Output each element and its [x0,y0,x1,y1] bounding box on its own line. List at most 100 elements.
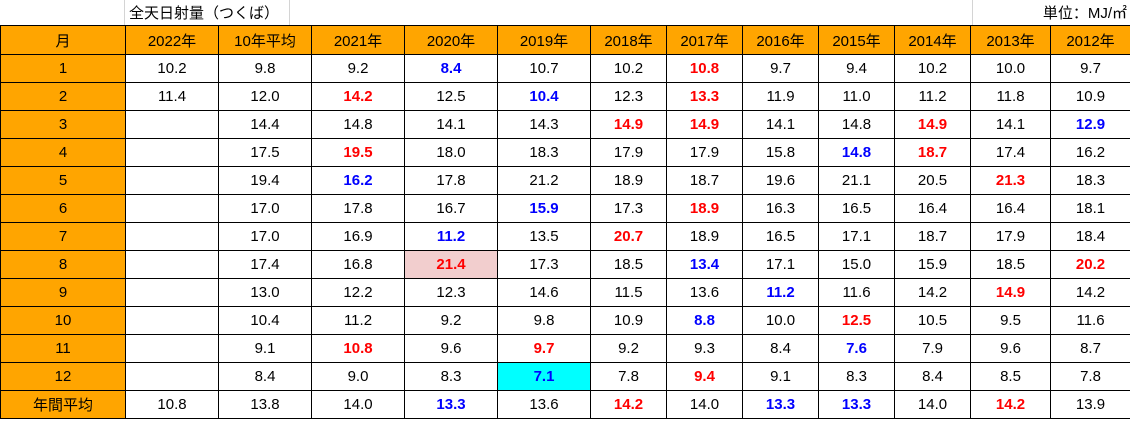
data-cell: 10.4 [218,306,312,335]
data-cell: 12.2 [311,278,405,307]
data-cell: 18.5 [970,250,1051,279]
data-cell: 10.9 [1050,82,1130,111]
data-cell: 20.7 [590,222,667,251]
column-header: 2013年 [970,25,1051,55]
radiation-table: 月 2022年 10年平均 2021年 2020年 2019年 2018年 2017年 2016… [0,25,1130,419]
data-cell: 12.5 [404,82,498,111]
data-cell: 16.4 [894,194,971,223]
data-cell: 13.3 [742,390,819,419]
data-cell: 8.3 [818,362,895,391]
table-title: 全天日射量（つくば） [125,0,290,25]
data-cell: 9.6 [970,334,1051,363]
data-cell: 13.0 [218,278,312,307]
table-row: 5 19.4 16.2 17.8 21.2 18.9 18.7 19.6 21.1 20.5 21.… [0,166,1130,195]
data-cell: 14.2 [590,390,667,419]
data-cell: 14.2 [311,82,405,111]
data-cell: 17.3 [497,250,591,279]
data-cell: 11.6 [818,278,895,307]
data-cell: 8.4 [404,54,498,83]
data-cell: 15.9 [497,194,591,223]
data-cell: 21.2 [497,166,591,195]
data-cell: 14.2 [1050,278,1130,307]
data-cell: 9.1 [218,334,312,363]
data-cell: 11.2 [404,222,498,251]
data-cell: 14.9 [666,110,743,139]
data-cell: 20.2 [1050,250,1130,279]
data-cell: 14.9 [894,110,971,139]
data-cell: 12.5 [818,306,895,335]
data-cell: 10.2 [590,54,667,83]
table-row: 7 17.0 16.9 11.2 13.5 20.7 18.9 16.5 17.1 18.7 17.… [0,222,1130,251]
row-label: 6 [0,194,126,223]
data-cell: 10.0 [742,306,819,335]
data-cell: 14.3 [497,110,591,139]
data-cell: 10.5 [894,306,971,335]
table-row: 6 17.0 17.8 16.7 15.9 17.3 18.9 16.3 16.5 16.4 16.… [0,194,1130,223]
data-cell: 14.6 [497,278,591,307]
column-header: 2021年 [311,25,405,55]
table-row: 8 17.4 16.8 21.4 17.3 18.5 13.4 17.1 15.0 15.9 18.… [0,250,1130,279]
data-cell [125,166,219,195]
table-row: 10 10.4 11.2 9.2 9.8 10.9 8.8 10.0 12.5 10.5 9.5 11… [0,306,1130,335]
data-cell: 15.0 [818,250,895,279]
table-row: 12 8.4 9.0 8.3 7.1 7.8 9.4 9.1 8.3 8.4 8.5 7.8 [0,362,1130,391]
row-label: 1 [0,54,126,83]
table-row: 11 9.1 10.8 9.6 9.7 9.2 9.3 8.4 7.6 7.9 9.6 8.7 [0,334,1130,363]
data-cell: 11.5 [590,278,667,307]
data-cell: 10.7 [497,54,591,83]
column-header: 2022年 [125,25,219,55]
data-cell: 19.4 [218,166,312,195]
data-cell: 20.5 [894,166,971,195]
data-cell: 14.1 [404,110,498,139]
data-cell: 16.5 [818,194,895,223]
column-header: 2015年 [818,25,895,55]
data-cell: 14.0 [311,390,405,419]
table-row: 2 11.4 12.0 14.2 12.5 10.4 12.3 13.3 11.9 11.0 11.… [0,82,1130,111]
column-header: 2014年 [894,25,971,55]
data-cell [125,138,219,167]
title-row-spacer [290,0,973,25]
row-label: 3 [0,110,126,139]
data-cell: 12.3 [590,82,667,111]
data-cell: 11.9 [742,82,819,111]
data-cell: 21.3 [970,166,1051,195]
column-header: 10年平均 [218,25,312,55]
data-cell: 17.5 [218,138,312,167]
table-row: 1 10.2 9.8 9.2 8.4 10.7 10.2 10.8 9.7 9.4 10.2 10.0… [0,54,1130,83]
table-row: 3 14.4 14.8 14.1 14.3 14.9 14.9 14.1 14.8 14.9 14.… [0,110,1130,139]
column-header: 2012年 [1050,25,1130,55]
data-cell [125,362,219,391]
data-cell: 18.5 [590,250,667,279]
data-cell: 9.7 [1050,54,1130,83]
unit-label: 単位：MJ/㎡ [1042,5,1127,22]
table-row: 年間平均 10.8 13.8 14.0 13.3 13.6 14.2 14.0 13.3 13.3… [0,390,1130,419]
data-cell: 9.0 [311,362,405,391]
data-cell: 10.8 [125,390,219,419]
data-cell: 16.7 [404,194,498,223]
data-cell: 17.4 [970,138,1051,167]
data-cell: 11.4 [125,82,219,111]
data-cell: 8.4 [218,362,312,391]
title-row: 全天日射量（つくば） 単位：MJ/㎡ [0,0,1130,25]
data-cell: 11.2 [894,82,971,111]
row-label: 8 [0,250,126,279]
data-cell: 8.5 [970,362,1051,391]
data-cell: 7.1 [497,362,591,391]
data-cell: 13.3 [818,390,895,419]
data-cell: 11.8 [970,82,1051,111]
data-cell: 9.3 [666,334,743,363]
data-cell: 9.8 [218,54,312,83]
data-cell: 9.2 [404,306,498,335]
data-cell: 16.2 [311,166,405,195]
column-header-month: 月 [0,25,126,55]
data-cell: 21.1 [818,166,895,195]
data-cell: 13.5 [497,222,591,251]
row-label: 2 [0,82,126,111]
data-cell: 16.5 [742,222,819,251]
data-cell: 9.1 [742,362,819,391]
column-header: 2016年 [742,25,819,55]
data-cell: 9.5 [970,306,1051,335]
data-cell: 17.9 [590,138,667,167]
data-cell: 17.1 [742,250,819,279]
data-cell: 17.8 [404,166,498,195]
